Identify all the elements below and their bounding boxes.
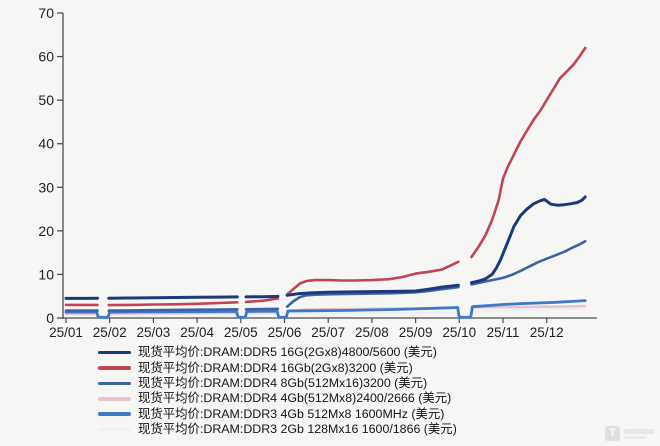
x-tick-label: 25/09 xyxy=(399,325,433,340)
legend-swatch-ddr3-4gb xyxy=(98,412,131,417)
y-tick-label: 30 xyxy=(38,179,54,195)
watermark-text xyxy=(624,428,654,439)
watermark-text-bar xyxy=(624,435,646,439)
x-tick-label: 25/02 xyxy=(93,325,127,340)
watermark: T xyxy=(605,426,654,441)
y-tick-label: 0 xyxy=(46,310,54,326)
legend-swatch-ddr4-16gb xyxy=(98,366,131,370)
legend-item-ddr3-2gb: 现货平均价:DRAM:DDR3 2Gb 128Mx16 1600/1866 (美… xyxy=(98,422,457,437)
legend-swatch-ddr4-8gb xyxy=(98,381,131,386)
series-lines xyxy=(64,46,587,319)
legend-swatch-ddr3-2gb xyxy=(98,427,131,432)
watermark-logo-icon: T xyxy=(605,426,620,441)
legend-label: 现货平均价:DRAM:DDR3 2Gb 128Mx16 1600/1866 (美… xyxy=(138,422,457,437)
legend-swatch-ddr5-16g xyxy=(98,350,131,355)
legend-label: 现货平均价:DRAM:DDR3 4Gb 512Mx8 1600MHz (美元) xyxy=(138,406,445,421)
chart-legend: 现货平均价:DRAM:DDR5 16G(2Gx8)4800/5600 (美元) 现… xyxy=(98,345,457,437)
x-tick-label: 25/12 xyxy=(530,325,564,340)
legend-label: 现货平均价:DRAM:DDR4 4Gb(512Mx8)2400/2666 (美元… xyxy=(138,391,452,406)
x-tick-label: 25/01 xyxy=(49,325,83,340)
watermark-text-bar xyxy=(624,428,654,434)
axes xyxy=(57,12,597,323)
legend-swatch-ddr4-4gb xyxy=(98,397,131,401)
x-tick-label: 25/11 xyxy=(487,325,520,340)
series-line-ddr4-8gb xyxy=(64,240,587,312)
x-tick-label: 25/04 xyxy=(180,325,214,340)
x-tick-label: 25/10 xyxy=(442,325,476,340)
x-tick-label: 25/07 xyxy=(311,325,345,340)
legend-label: 现货平均价:DRAM:DDR4 16Gb(2Gx8)3200 (美元) xyxy=(138,360,413,375)
y-tick-label: 60 xyxy=(38,49,54,65)
y-tick-label: 10 xyxy=(38,266,54,282)
x-tick-label: 25/08 xyxy=(355,325,389,340)
legend-label: 现货平均价:DRAM:DDR4 8Gb(512Mx16)3200 (美元) xyxy=(138,375,428,390)
legend-item-ddr5-16g: 现货平均价:DRAM:DDR5 16G(2Gx8)4800/5600 (美元) xyxy=(98,345,457,360)
y-tick-label: 40 xyxy=(38,136,54,152)
y-tick-label: 20 xyxy=(38,223,54,239)
y-tick-label: 50 xyxy=(38,92,54,108)
legend-item-ddr3-4gb: 现货平均价:DRAM:DDR3 4Gb 512Mx8 1600MHz (美元) xyxy=(98,407,457,422)
series-line-ddr4-16gb xyxy=(64,46,587,307)
x-tick-label: 25/05 xyxy=(224,325,258,340)
x-tick-label: 25/03 xyxy=(137,325,171,340)
legend-item-ddr4-4gb: 现货平均价:DRAM:DDR4 4Gb(512Mx8)2400/2666 (美元… xyxy=(98,391,457,406)
legend-label: 现货平均价:DRAM:DDR5 16G(2Gx8)4800/5600 (美元) xyxy=(138,345,437,360)
axis-labels: 0 10 20 30 40 50 60 70 25/01 25/02 25/03 25/04 25/05… xyxy=(38,5,563,340)
series-line-ddr3-4gb xyxy=(64,299,587,319)
legend-item-ddr4-16gb: 现货平均价:DRAM:DDR4 16Gb(2Gx8)3200 (美元) xyxy=(98,360,457,375)
x-tick-label: 25/06 xyxy=(268,325,302,340)
series-line-ddr5-16g xyxy=(64,195,587,300)
legend-item-ddr4-8gb: 现货平均价:DRAM:DDR4 8Gb(512Mx16)3200 (美元) xyxy=(98,376,457,391)
y-tick-label: 70 xyxy=(38,5,54,21)
